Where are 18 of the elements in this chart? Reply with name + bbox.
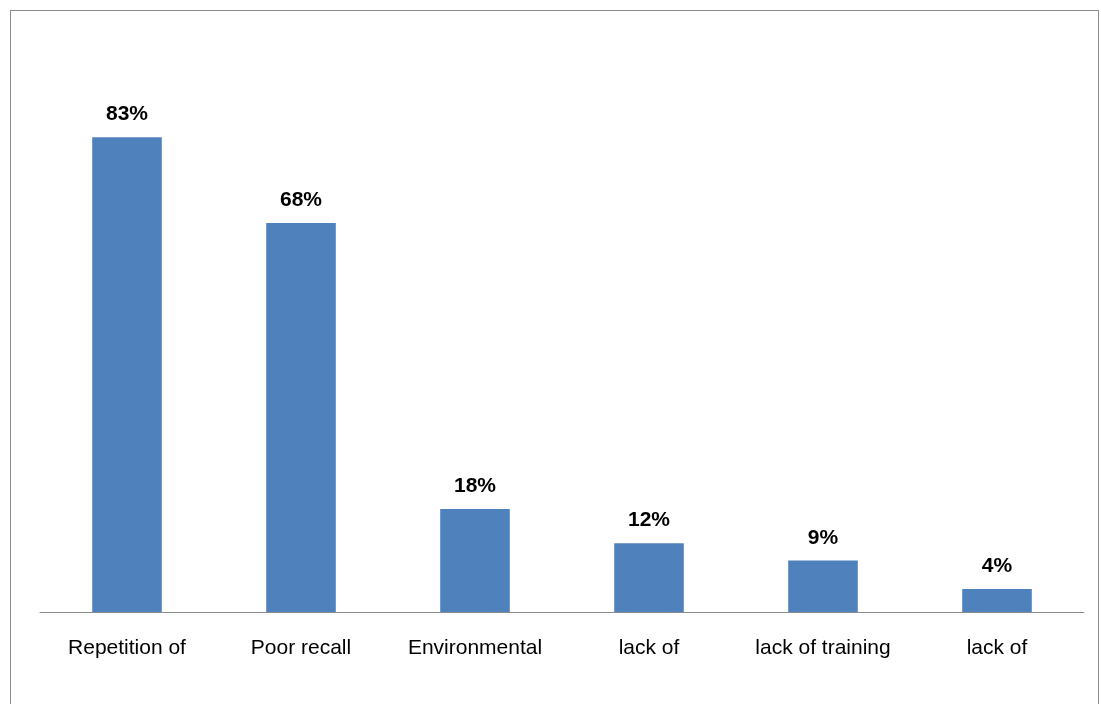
- x-tick-label: lack of: [966, 635, 1028, 658]
- bar: [614, 543, 684, 612]
- x-tick-label: Environmental: [407, 635, 543, 658]
- x-tick-label: lack of training: [755, 635, 891, 658]
- x-tick-label: Repetition of: [68, 635, 187, 658]
- data-label: 83%: [105, 101, 149, 125]
- bar: [440, 509, 510, 612]
- data-label: 68%: [279, 187, 323, 211]
- bar: [788, 560, 858, 612]
- bar: [962, 589, 1032, 612]
- data-label: 18%: [453, 473, 497, 497]
- x-tick-label: lack of: [618, 635, 680, 658]
- bar: [266, 223, 336, 612]
- data-label: 4%: [981, 553, 1013, 577]
- data-label: 9%: [807, 524, 839, 548]
- data-label: 12%: [627, 507, 671, 531]
- x-tick-label: Poor recall: [250, 635, 352, 658]
- bar: [92, 137, 162, 612]
